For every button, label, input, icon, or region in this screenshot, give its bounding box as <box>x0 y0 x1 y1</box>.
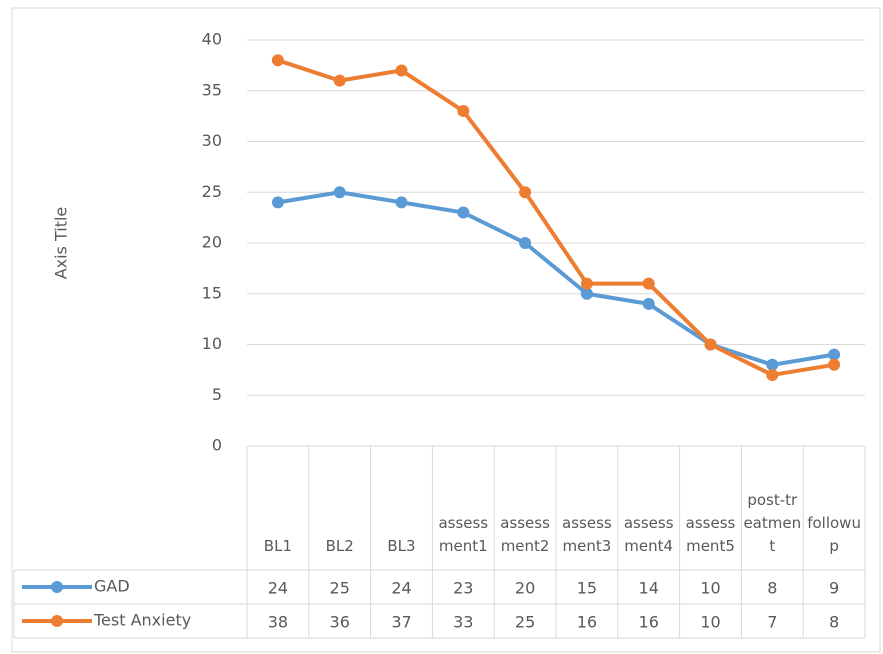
series-marker <box>828 348 841 361</box>
y-tick-label: 30 <box>202 131 222 150</box>
legend-label: GAD <box>94 577 130 596</box>
series-marker <box>580 287 593 300</box>
series-marker <box>642 297 655 310</box>
x-tick-label: followup <box>807 514 861 555</box>
table-value: 16 <box>577 613 597 632</box>
legend-marker <box>51 581 63 593</box>
legend-marker <box>51 615 63 627</box>
table-value: 10 <box>700 613 720 632</box>
table-value: 9 <box>829 579 839 598</box>
table-value: 14 <box>639 579 659 598</box>
series-marker <box>457 206 470 219</box>
x-tick-label: assessment3 <box>562 514 612 555</box>
series-marker <box>766 368 779 381</box>
y-tick-label: 0 <box>212 436 222 455</box>
legend-label: Test Anxiety <box>93 611 191 630</box>
table-value: 24 <box>391 579 411 598</box>
x-tick-label: BL2 <box>325 537 354 555</box>
y-tick-label: 10 <box>202 334 222 353</box>
table-value: 16 <box>639 613 659 632</box>
chart-frame <box>11 7 881 653</box>
series-marker <box>271 54 284 67</box>
x-tick-label: post-treatment <box>743 491 802 555</box>
series-marker <box>828 358 841 371</box>
y-tick-label: 15 <box>202 283 222 302</box>
y-axis-title: Axis Title <box>52 207 71 280</box>
x-tick-label: assessment1 <box>438 514 489 555</box>
x-tick-label: BL3 <box>387 537 416 555</box>
series-marker <box>580 277 593 290</box>
x-tick-label: BL1 <box>263 537 292 555</box>
y-tick-label: 20 <box>202 233 222 252</box>
table-value: 25 <box>330 579 350 598</box>
table-value: 38 <box>268 613 288 632</box>
table-value: 23 <box>453 579 473 598</box>
table-value: 36 <box>330 613 350 632</box>
x-tick-label: assessment4 <box>623 514 674 555</box>
y-tick-label: 25 <box>202 182 222 201</box>
table-value: 24 <box>268 579 288 598</box>
series-marker <box>766 358 779 371</box>
y-tick-label: 40 <box>202 30 222 49</box>
series-marker <box>271 196 284 209</box>
table-value: 8 <box>829 613 839 632</box>
series-marker <box>333 186 346 199</box>
series-marker <box>457 105 470 118</box>
table-value: 25 <box>515 613 535 632</box>
x-tick-label: assessment2 <box>500 514 550 555</box>
series-marker <box>519 186 532 199</box>
series-marker <box>519 237 532 249</box>
table-value: 8 <box>767 579 777 598</box>
series-marker <box>395 64 408 77</box>
y-tick-label: 5 <box>212 385 222 404</box>
table-value: 33 <box>453 613 473 632</box>
series-marker <box>642 277 655 290</box>
series-line <box>277 190 835 367</box>
table-value: 10 <box>700 579 720 598</box>
series-marker <box>704 338 717 351</box>
table-value: 37 <box>391 613 411 632</box>
x-tick-label: assessment5 <box>685 514 736 555</box>
table-value: 20 <box>515 579 535 598</box>
table-value: 15 <box>577 579 597 598</box>
y-tick-label: 35 <box>202 80 222 99</box>
table-value: 7 <box>767 613 777 632</box>
series-marker <box>395 196 408 209</box>
series-marker <box>333 74 346 87</box>
series-line <box>277 58 835 377</box>
